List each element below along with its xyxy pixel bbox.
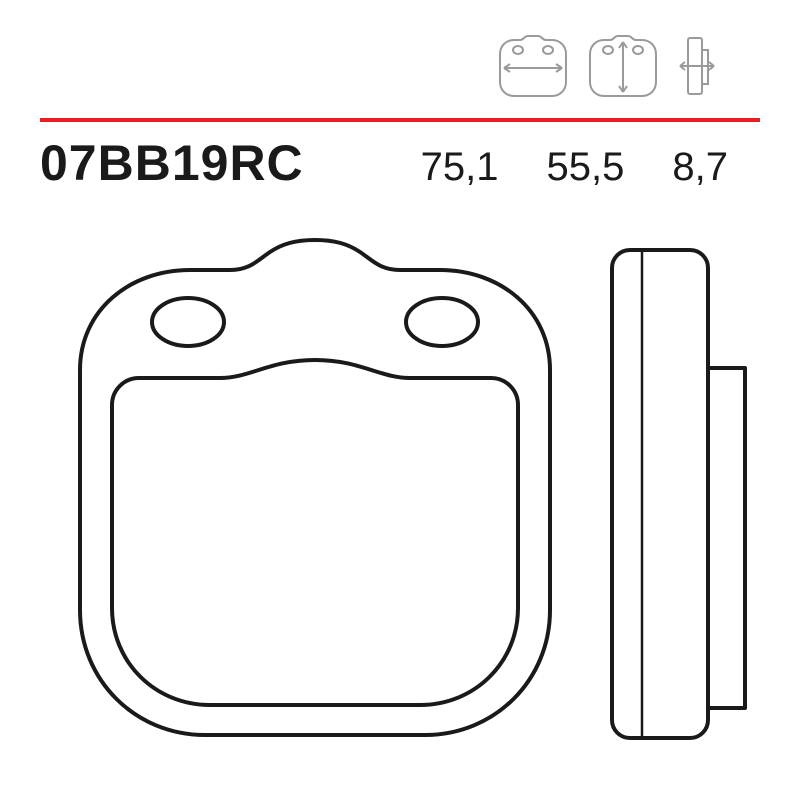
height-icon bbox=[584, 28, 662, 102]
front-view bbox=[80, 240, 550, 735]
header-divider bbox=[40, 118, 760, 122]
drawing-svg bbox=[40, 230, 760, 770]
width-icon bbox=[494, 28, 572, 102]
technical-drawing bbox=[40, 230, 760, 770]
dimension-icons bbox=[494, 28, 720, 102]
dimensions-row: 75,1 55,5 8,7 bbox=[421, 145, 760, 190]
dim-height: 55,5 bbox=[547, 145, 625, 190]
thickness-icon bbox=[674, 28, 720, 102]
header-row: 07BB19RC 75,1 55,5 8,7 bbox=[40, 134, 760, 192]
part-number: 07BB19RC bbox=[40, 134, 304, 192]
dim-thickness: 8,7 bbox=[672, 145, 728, 190]
side-view bbox=[612, 250, 745, 738]
dim-width: 75,1 bbox=[421, 145, 499, 190]
